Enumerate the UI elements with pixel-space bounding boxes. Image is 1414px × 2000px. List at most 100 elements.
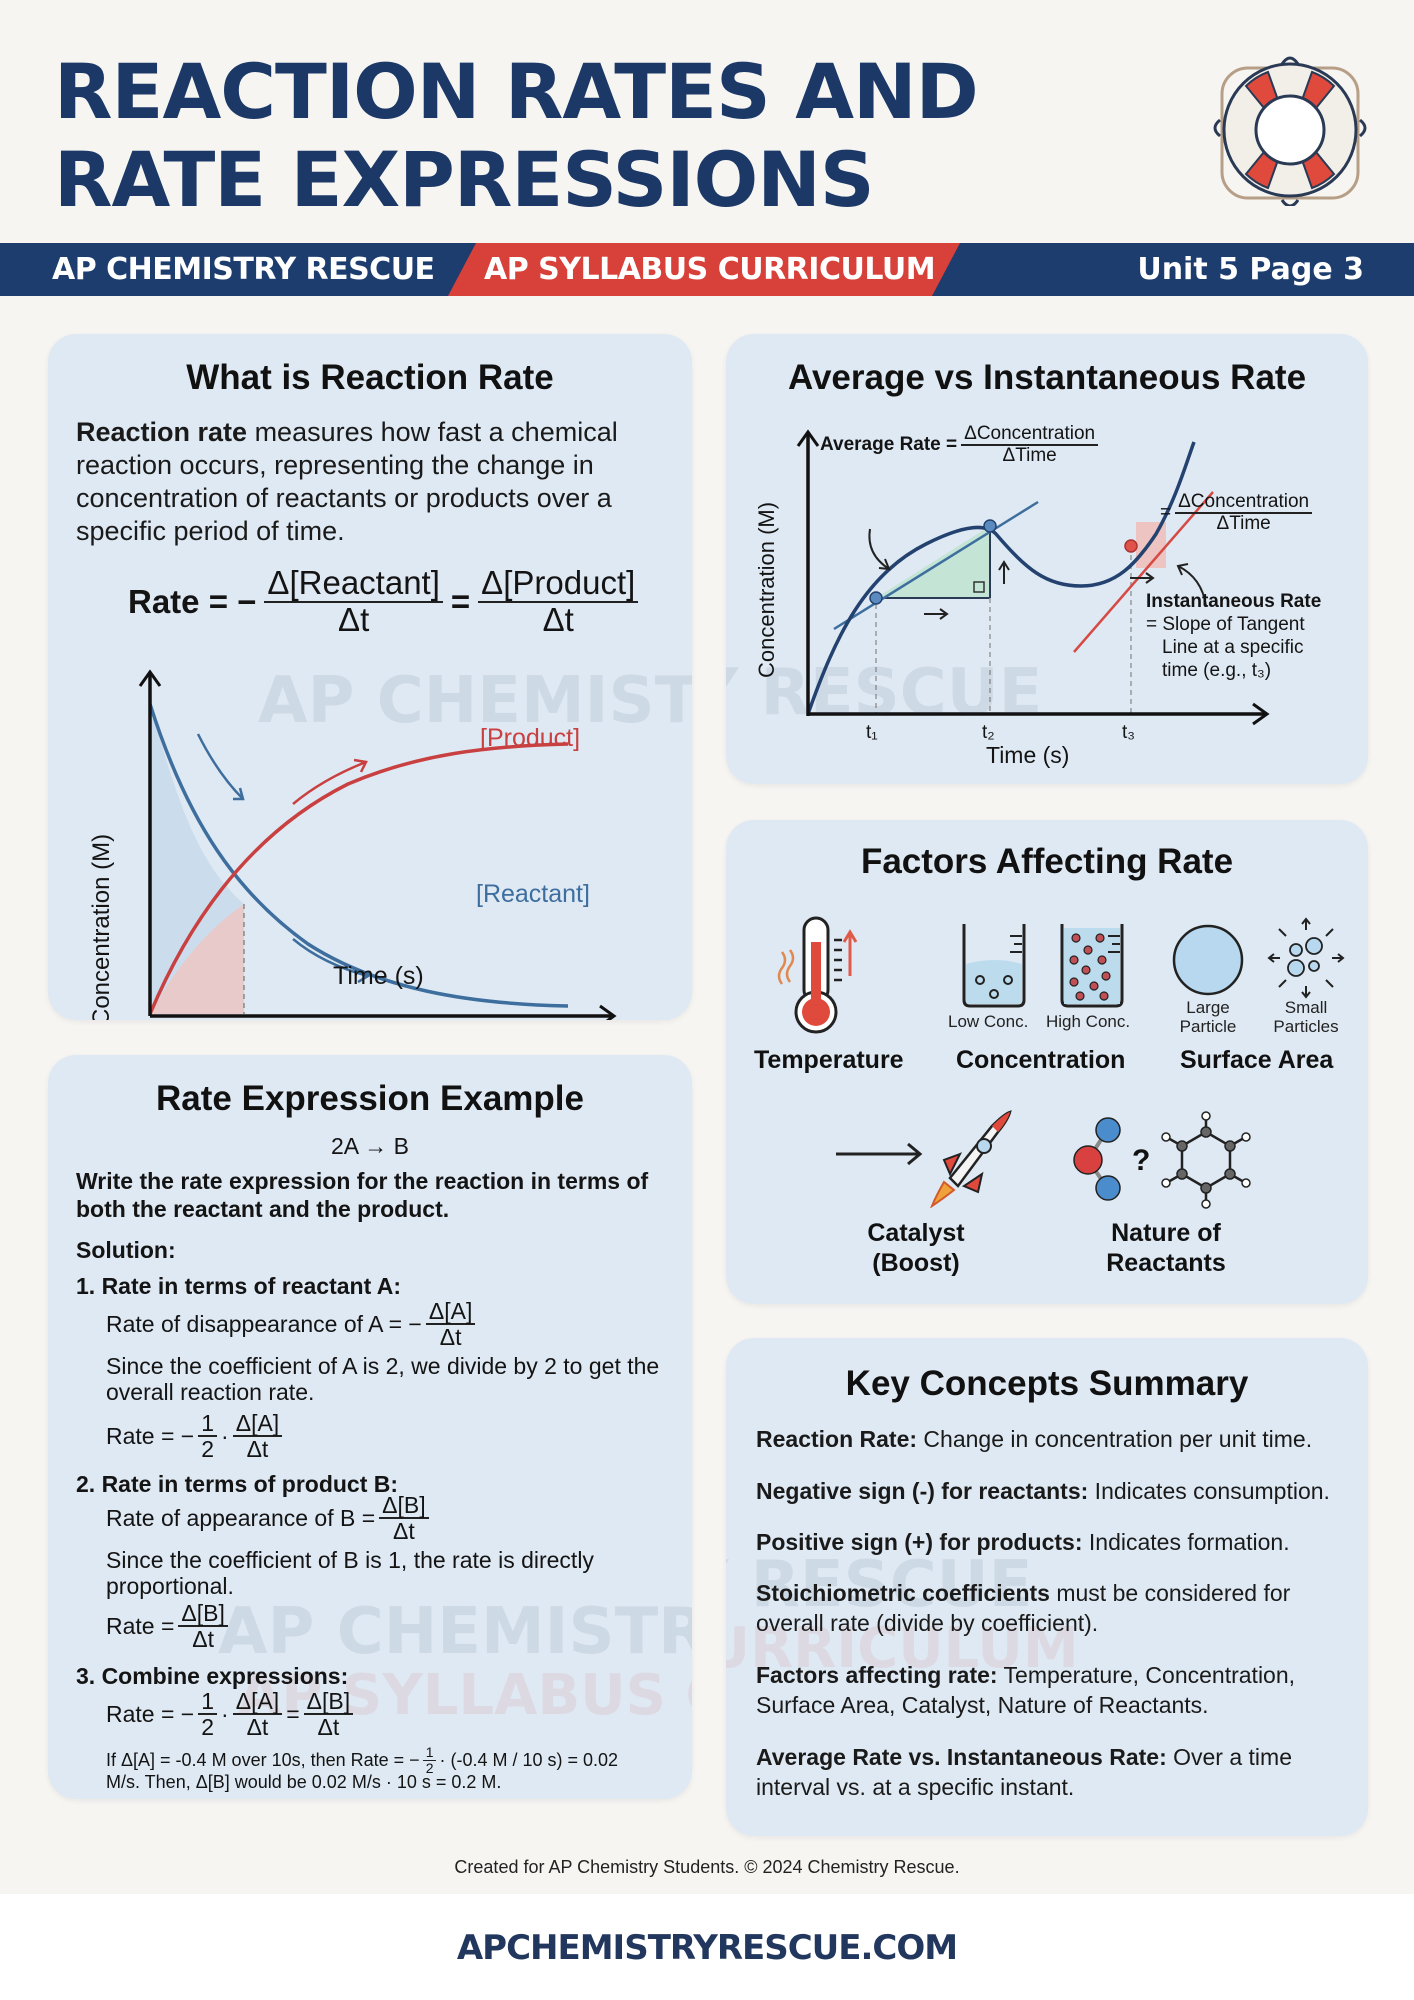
card-title: What is Reaction Rate (186, 358, 554, 397)
card-title: Key Concepts Summary (845, 1364, 1249, 1403)
summary-item: Reaction Rate: Change in concentration p… (756, 1424, 1356, 1454)
label-line: Particle (1179, 1017, 1237, 1036)
banner-unit-page: Unit 5 Page 3 (1137, 252, 1364, 287)
catalyst-label: Catalyst (Boost) (836, 1218, 996, 1278)
banner-red-stripe (448, 243, 960, 296)
step3-calc-line1: If Δ[A] = -0.4 M over 10s, then Rate = −… (76, 1745, 676, 1775)
summary-desc: Indicates formation. (1082, 1529, 1290, 1555)
reactant-label: [Reactant] (476, 880, 590, 908)
half-fraction: 1 2 (198, 1689, 218, 1741)
equals-sign: = (286, 1700, 300, 1727)
solution-label: Solution: (76, 1237, 176, 1263)
page-title: REACTION RATES AND RATE EXPRESSIONS (54, 47, 979, 224)
tick-t2: t₂ (982, 722, 995, 743)
molecules-nature-icon: ? (1073, 1111, 1251, 1209)
summary-desc: Indicates consumption. (1088, 1478, 1330, 1504)
fraction-numerator: Δ[B] (178, 1601, 228, 1628)
fraction-denominator: Δt (338, 600, 370, 638)
temperature-label: Temperature (754, 1046, 904, 1074)
rocket-catalyst-icon (836, 1110, 1012, 1208)
large-particle-label: Large Particle (1176, 998, 1240, 1036)
key-concepts-summary-card: AP CHEMISTRY RESCUE AP SYLLABUS CURRICUL… (726, 1338, 1368, 1836)
label-line: Large (1186, 998, 1230, 1017)
footer-website-link[interactable]: APCHEMISTRYRESCUE.COM (456, 1928, 958, 1968)
y-axis-label: Concentration (M) (754, 501, 779, 678)
high-conc-label: High Conc. (1046, 1012, 1131, 1031)
note-line: time (e.g., t₃) (1162, 660, 1272, 681)
fraction-denominator: 2 (425, 1759, 434, 1776)
step2-heading: 2. Rate in terms of product B: (76, 1471, 399, 1497)
summary-desc: must be considered for overall rate (div… (756, 1580, 1291, 1636)
footer-credit: Created for AP Chemistry Students. © 202… (454, 1857, 960, 1877)
card-title: Rate Expression Example (156, 1079, 584, 1118)
label-line: Nature of (1111, 1219, 1221, 1247)
y-axis-label: Concentration (M) (88, 833, 115, 1020)
fraction: Δ[A] Δt (425, 1299, 476, 1351)
rate-expression-example-card: AP CHEMISTRY RESCUE AP SYLLABUS CURRICUL… (48, 1055, 692, 1799)
title-line-2: RATE EXPRESSIONS (54, 135, 875, 224)
calc-text: If Δ[A] = -0.4 M over 10s, then Rate = − (106, 1750, 420, 1771)
definition-bold: Reaction rate (76, 417, 248, 447)
fraction-numerator: 1 (198, 1411, 218, 1438)
low-conc-label: Low Conc. (948, 1012, 1029, 1031)
tick-t1: t₁ (866, 722, 878, 743)
fraction-denominator: Δt (246, 1436, 269, 1463)
definition-text: Reaction rate measures how fast a chemic… (76, 416, 676, 548)
fraction-denominator: ΔTime (1002, 444, 1057, 466)
average-rate-fraction: ΔConcentration ΔTime (961, 424, 1099, 466)
fraction-denominator: Δt (246, 1714, 269, 1741)
fraction-numerator: Δ[A] (425, 1299, 476, 1326)
thermometer-icon (777, 916, 858, 1034)
summary-term: Average Rate vs. Instantaneous Rate: (756, 1744, 1167, 1770)
what-is-reaction-rate-card: What is Reaction Rate Reaction rate meas… (48, 334, 692, 1020)
average-rate-label: Average Rate = (820, 433, 958, 455)
average-rate-formula: Average Rate = ΔConcentration ΔTime (820, 424, 1099, 466)
label-line: Catalyst (867, 1219, 965, 1247)
fraction-numerator: Δ[Reactant] (264, 565, 443, 603)
reaction-equation: 2A → B (331, 1133, 409, 1159)
step1-note: Since the coefficient of A is 2, we divi… (106, 1353, 660, 1405)
fraction-numerator: Δ[A] (232, 1689, 283, 1716)
title-line-1: REACTION RATES AND (54, 47, 979, 136)
step1-disappearance: Rate of disappearance of A = − Δ[A] Δt (76, 1299, 676, 1349)
tick-t3: t₃ (1122, 722, 1136, 743)
fraction: Δ[A] Δt (232, 1411, 283, 1463)
summary-term: Factors affecting rate: (756, 1662, 998, 1688)
nature-of-reactants-label: Nature of Reactants (1086, 1218, 1246, 1278)
lifebuoy-icon (1213, 56, 1367, 206)
step-text: Rate = − (106, 1700, 195, 1727)
step1-heading: 1. Rate in terms of reactant A: (76, 1273, 402, 1299)
banner-brand: AP CHEMISTRY RESCUE (52, 252, 435, 287)
beaker-low-concentration-icon (962, 924, 1026, 1008)
step3-calc-line2: M/s. Then, Δ[B] would be 0.02 M/s · 10 s… (106, 1772, 502, 1792)
step1-rate: Rate = − 1 2 · Δ[A] Δt (76, 1411, 676, 1461)
fraction-denominator: Δt (439, 1324, 462, 1351)
product-label: [Product] (480, 724, 581, 752)
x-axis-label: Time (s) (333, 962, 424, 990)
summary-term: Reaction Rate: (756, 1426, 918, 1452)
equals-sign: = (1160, 501, 1172, 523)
half-fraction: 1 2 (422, 1745, 437, 1776)
step2-appearance: Rate of appearance of B = Δ[B] Δt (76, 1493, 676, 1543)
fraction-denominator: 2 (201, 1714, 215, 1741)
note-line: Line at a specific (1162, 637, 1304, 658)
question-mark: ? (1132, 1144, 1150, 1177)
label-line: Small (1284, 998, 1328, 1017)
small-particles-icon (1267, 917, 1345, 999)
summary-item: Average Rate vs. Instantaneous Rate: Ove… (756, 1742, 1356, 1802)
avg-inst-graph (796, 429, 1270, 726)
header-banner: AP CHEMISTRY RESCUE AP SYLLABUS CURRICUL… (0, 243, 1414, 296)
banner-curriculum: AP SYLLABUS CURRICULUM (484, 252, 936, 287)
step-text: Rate of disappearance of A = − (106, 1310, 422, 1337)
footer-band (0, 1894, 1414, 2000)
fraction-denominator: ΔTime (1216, 512, 1271, 534)
step3-heading: 3. Combine expressions: (76, 1663, 349, 1689)
summary-term: Stoichiometric coefficients (756, 1580, 1050, 1606)
half-fraction: 1 2 (198, 1411, 218, 1461)
factors-affecting-rate-card: Factors Affecting Rate (726, 820, 1368, 1304)
fraction-numerator: ΔConcentration (961, 424, 1099, 446)
fraction: Δ[B] Δt (303, 1689, 354, 1739)
step3-combined-rate: Rate = − 1 2 · Δ[A] Δt = Δ[B] Δt (76, 1689, 676, 1739)
summary-item: Negative sign (-) for reactants: Indicat… (756, 1476, 1356, 1506)
reactant-fraction: Δ[Reactant] Δt (264, 565, 443, 638)
